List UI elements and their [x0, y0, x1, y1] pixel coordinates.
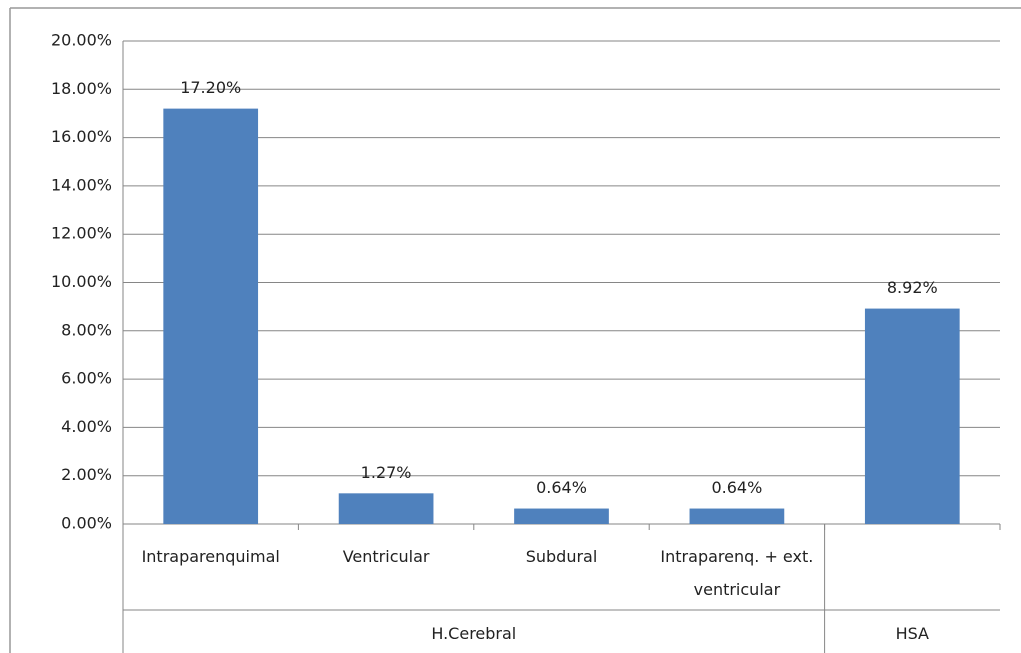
- group-label: H.Cerebral: [431, 624, 517, 643]
- bar: [514, 508, 609, 524]
- y-tick-label: 18.00%: [51, 79, 112, 98]
- y-tick-label: 6.00%: [61, 369, 112, 388]
- x-tick-label: Subdural: [525, 547, 598, 566]
- y-tick-label: 20.00%: [51, 31, 112, 50]
- y-tick-label: 2.00%: [61, 465, 112, 484]
- y-tick-label: 4.00%: [61, 417, 112, 436]
- value-label: 1.27%: [361, 463, 412, 482]
- y-tick-label: 16.00%: [51, 127, 112, 146]
- value-label: 17.20%: [180, 78, 241, 97]
- value-label: 0.64%: [711, 478, 762, 497]
- value-label: 0.64%: [536, 478, 587, 497]
- y-tick-label: 14.00%: [51, 175, 112, 194]
- group-label: HSA: [895, 624, 929, 643]
- x-tick-label: Ventricular: [342, 547, 430, 566]
- value-label: 8.92%: [887, 278, 938, 297]
- y-tick-label: 12.00%: [51, 224, 112, 243]
- x-tick-label: Intraparenq. + ext. ventricular: [660, 547, 814, 599]
- bar: [163, 108, 259, 525]
- bar: [689, 508, 785, 524]
- y-tick-label: 0.00%: [61, 514, 112, 533]
- x-tick-label: Intraparenquimal: [141, 547, 280, 566]
- y-tick-label: 8.00%: [61, 320, 112, 339]
- bar: [864, 308, 960, 524]
- y-tick-label: 10.00%: [51, 272, 112, 291]
- bar: [338, 493, 434, 524]
